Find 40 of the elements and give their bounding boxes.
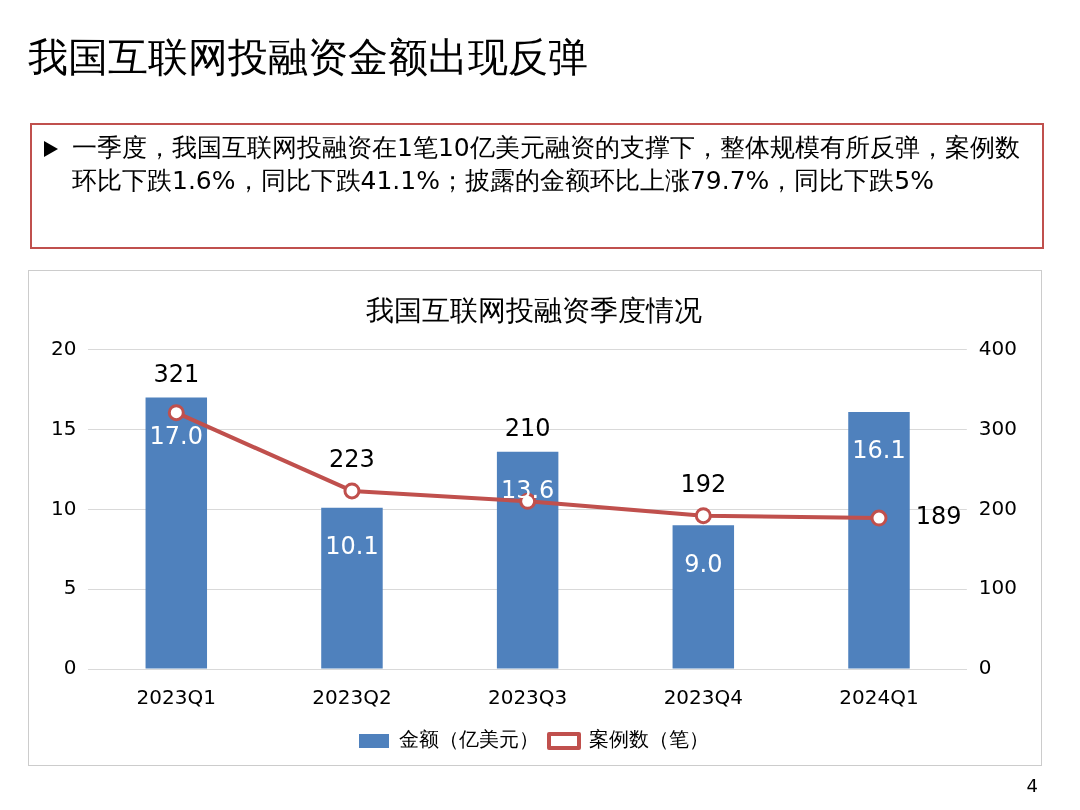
x-tick-label: 2024Q1 [839,685,919,710]
text: 一季度，我国互联网投融资在1笔10亿美元融资的支撑下，整体规模有所反弹，案例数环比下跌1.6%，同比下跌41.1%；披露的金额环比上涨79.7%，同比下跌5% [72,133,1020,195]
data-label: 17.0 [149,421,204,450]
data-label: 189 [915,502,962,531]
text: 我国互联网投融资金额出现反弹 [28,33,588,82]
legend-label: 金额（亿美元） [399,727,539,752]
data-label: 321 [153,359,200,388]
y2-tick-label: 200 [978,495,1018,520]
data-label: 9.0 [684,549,723,578]
point [870,509,888,527]
y-tick-label: 10 [51,495,77,520]
bar [672,525,735,669]
legend-label: 案例数（笔） [589,727,709,752]
y-tick-label: 15 [51,415,77,440]
bar [848,411,910,669]
y2-tick-label: 400 [978,335,1018,360]
x-tick-label: 2023Q2 [312,685,392,710]
y-tick-label: 0 [63,655,77,680]
data-label: 10.1 [325,531,379,560]
point [694,507,712,525]
chart-title: 我国互联网投融资季度情况 [366,294,702,328]
x-tick-label: 2023Q4 [663,685,743,710]
y2-tick-label: 100 [978,575,1018,600]
data-label: 13.6 [500,476,555,505]
point [167,404,185,422]
y2-tick-label: 0 [978,655,992,680]
data-label: 210 [504,414,551,443]
bar [496,451,559,669]
data-label: 192 [680,469,727,498]
y-tick-label: 20 [51,335,77,360]
x-tick-label: 2023Q3 [487,685,568,710]
y-tick-label: 5 [63,575,77,600]
bar [321,507,383,669]
data-label: 223 [329,445,375,474]
point [343,482,361,500]
x-tick-label: 2023Q1 [136,685,216,710]
text: 4 [1026,775,1038,796]
y2-tick-label: 300 [978,415,1018,440]
bar [145,397,208,669]
data-label: 16.1 [852,436,906,465]
